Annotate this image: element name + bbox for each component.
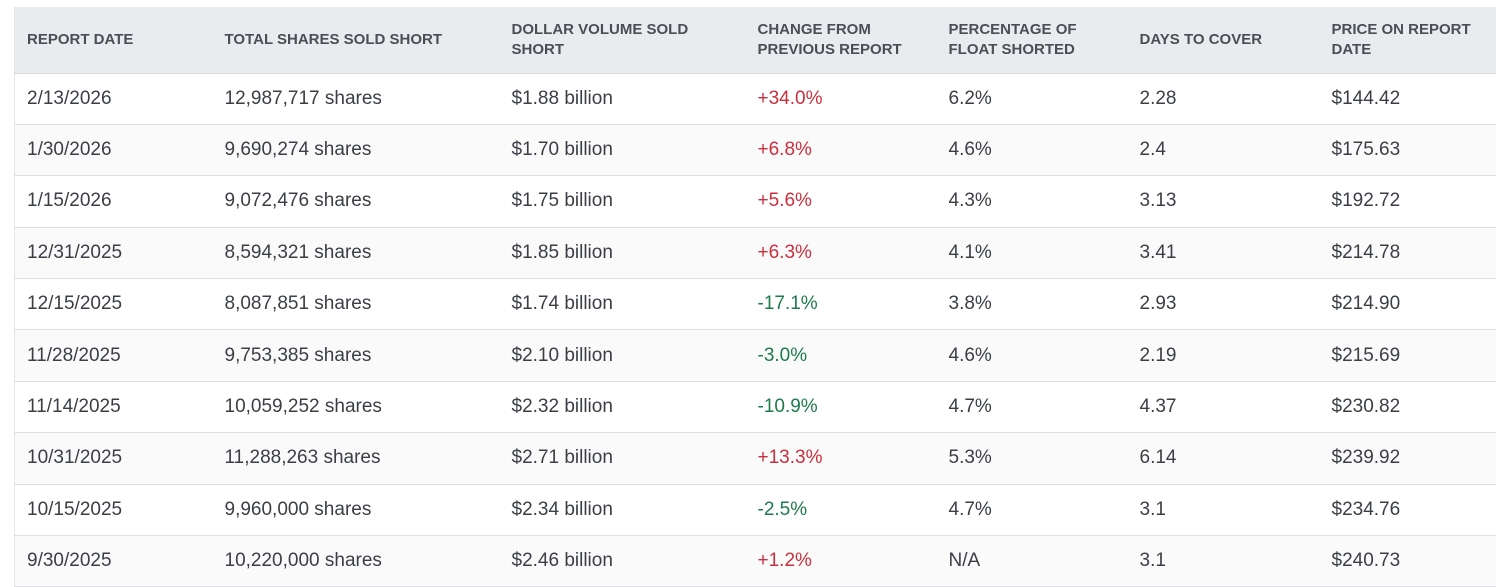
table-cell: $1.74 billion <box>500 279 746 330</box>
table-cell: +34.0% <box>746 73 937 124</box>
table-cell: 10/15/2025 <box>15 484 213 535</box>
table-cell: $215.69 <box>1320 330 1496 381</box>
table-cell: $2.71 billion <box>500 433 746 484</box>
column-header: TOTAL SHARES SOLD SHORT <box>213 7 500 73</box>
table-cell: 11,288,263 shares <box>213 433 500 484</box>
table-cell: $240.73 <box>1320 536 1496 587</box>
table-cell: $2.32 billion <box>500 381 746 432</box>
table-cell: 10/31/2025 <box>15 433 213 484</box>
table-cell: +6.8% <box>746 124 937 175</box>
table-cell: $192.72 <box>1320 176 1496 227</box>
table-cell: 2.93 <box>1128 279 1320 330</box>
table-cell: 2.28 <box>1128 73 1320 124</box>
table-cell: $239.92 <box>1320 433 1496 484</box>
table-cell: $144.42 <box>1320 73 1496 124</box>
table-cell: 6.2% <box>937 73 1128 124</box>
table-cell: 8,594,321 shares <box>213 227 500 278</box>
table-cell: 2.19 <box>1128 330 1320 381</box>
table-cell: $1.85 billion <box>500 227 746 278</box>
table-cell: 8,087,851 shares <box>213 279 500 330</box>
table-cell: -17.1% <box>746 279 937 330</box>
table-cell: 2.4 <box>1128 124 1320 175</box>
table-cell: 4.7% <box>937 484 1128 535</box>
table-cell: +1.2% <box>746 536 937 587</box>
table-cell: 3.41 <box>1128 227 1320 278</box>
table-cell: 9,690,274 shares <box>213 124 500 175</box>
table-cell: 6.14 <box>1128 433 1320 484</box>
column-header: CHANGE FROM PREVIOUS REPORT <box>746 7 937 73</box>
table-cell: +6.3% <box>746 227 937 278</box>
table-cell: 4.1% <box>937 227 1128 278</box>
table-cell: 4.6% <box>937 124 1128 175</box>
table-cell: 10,059,252 shares <box>213 381 500 432</box>
table-cell: N/A <box>937 536 1128 587</box>
table-cell: -10.9% <box>746 381 937 432</box>
column-header: REPORT DATE <box>15 7 213 73</box>
table-cell: 4.3% <box>937 176 1128 227</box>
table-cell: -2.5% <box>746 484 937 535</box>
table-cell: -3.0% <box>746 330 937 381</box>
table-cell: 2/13/2026 <box>15 73 213 124</box>
table-cell: 11/28/2025 <box>15 330 213 381</box>
table-cell: $175.63 <box>1320 124 1496 175</box>
table-cell: 1/15/2026 <box>15 176 213 227</box>
table-cell: 9/30/2025 <box>15 536 213 587</box>
column-header: DAYS TO COVER <box>1128 7 1320 73</box>
table-cell: +13.3% <box>746 433 937 484</box>
column-header: PRICE ON REPORT DATE <box>1320 7 1496 73</box>
table-cell: 12/31/2025 <box>15 227 213 278</box>
table-cell: $230.82 <box>1320 381 1496 432</box>
table-cell: 4.6% <box>937 330 1128 381</box>
table-cell: $2.34 billion <box>500 484 746 535</box>
table-cell: 9,753,385 shares <box>213 330 500 381</box>
table-cell: $2.46 billion <box>500 536 746 587</box>
table-cell: 9,072,476 shares <box>213 176 500 227</box>
table-cell: $1.75 billion <box>500 176 746 227</box>
table-cell: $2.10 billion <box>500 330 746 381</box>
table-cell: +5.6% <box>746 176 937 227</box>
table-cell: $214.78 <box>1320 227 1496 278</box>
table-cell: 11/14/2025 <box>15 381 213 432</box>
table-cell: 12,987,717 shares <box>213 73 500 124</box>
table-cell: 3.1 <box>1128 484 1320 535</box>
table-cell: 1/30/2026 <box>15 124 213 175</box>
table-cell: $214.90 <box>1320 279 1496 330</box>
table-cell: 9,960,000 shares <box>213 484 500 535</box>
table-cell: 3.13 <box>1128 176 1320 227</box>
table-cell: $1.70 billion <box>500 124 746 175</box>
table-cell: 12/15/2025 <box>15 279 213 330</box>
column-header: DOLLAR VOLUME SOLD SHORT <box>500 7 746 73</box>
table-cell: 3.8% <box>937 279 1128 330</box>
table-cell: 3.1 <box>1128 536 1320 587</box>
table-cell: $1.88 billion <box>500 73 746 124</box>
table-cell: $234.76 <box>1320 484 1496 535</box>
table-cell: 5.3% <box>937 433 1128 484</box>
table-cell: 10,220,000 shares <box>213 536 500 587</box>
table-cell: 4.7% <box>937 381 1128 432</box>
column-header: PERCENTAGE OF FLOAT SHORTED <box>937 7 1128 73</box>
table-cell: 4.37 <box>1128 381 1320 432</box>
